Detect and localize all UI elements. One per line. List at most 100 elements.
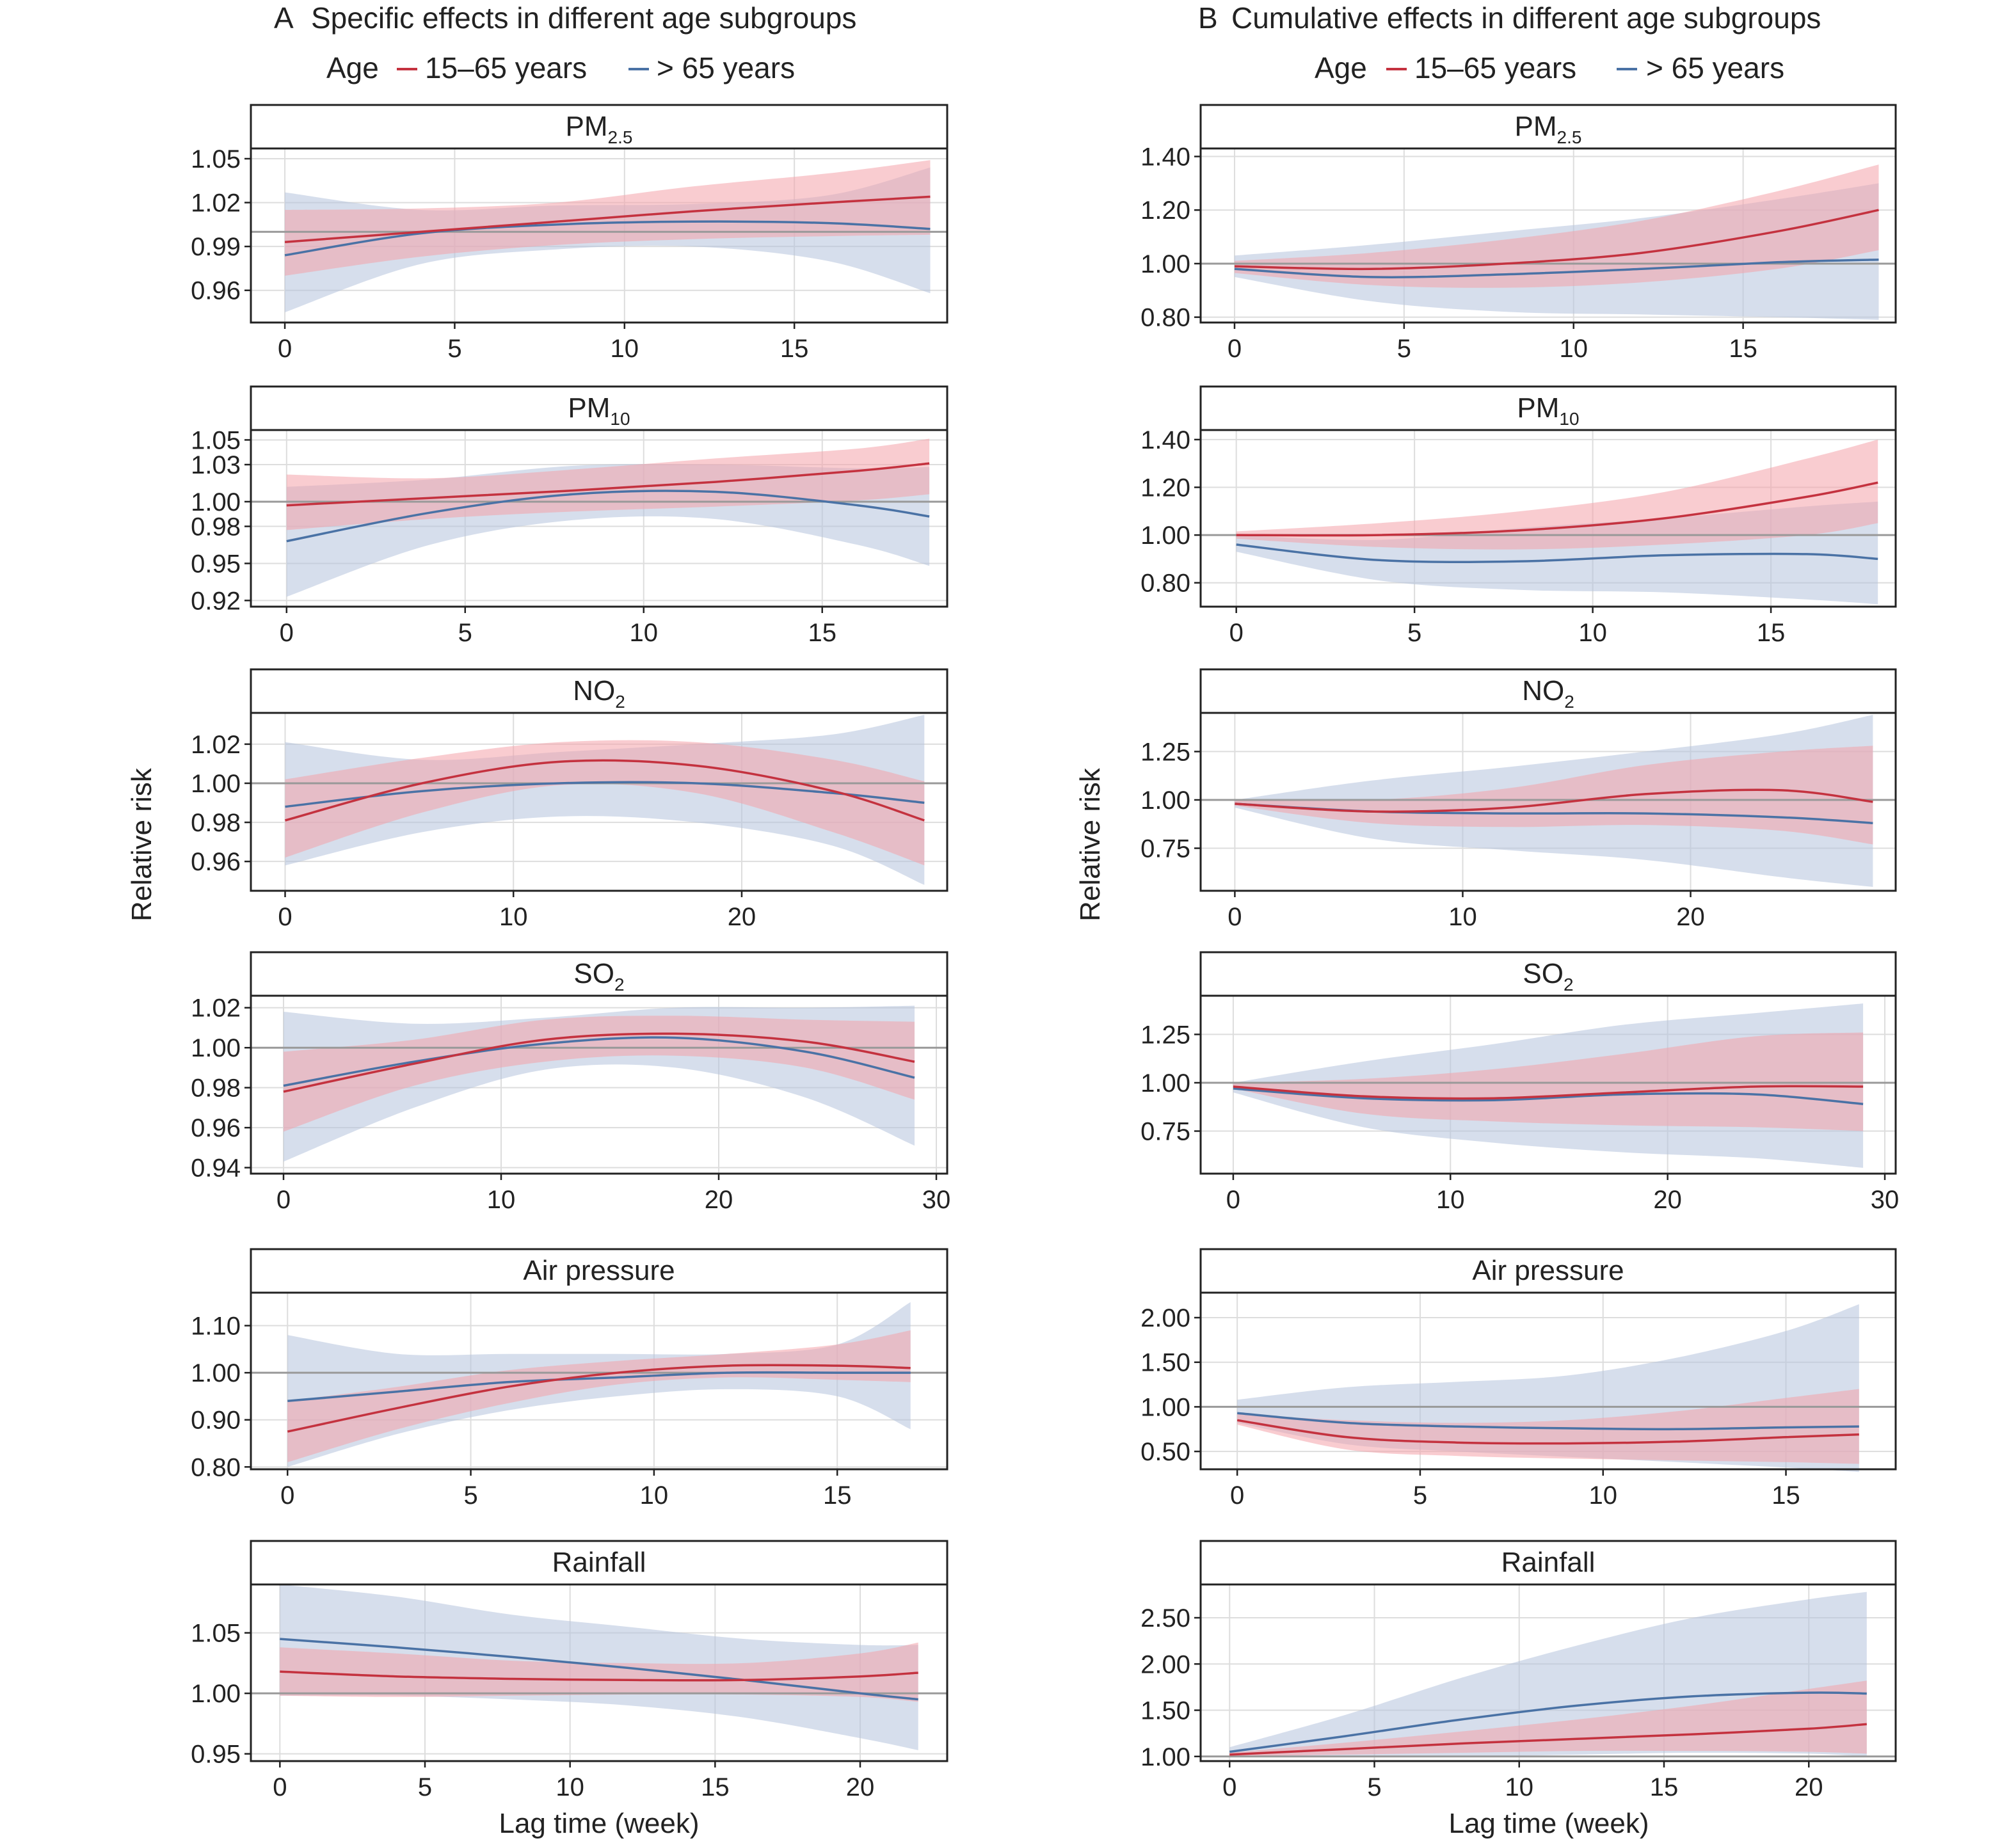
- chart-panel: Air pressure 0.80 0.90 1.00 1.10 0 5 10 15: [191, 1248, 948, 1510]
- x-tick-label: 0: [280, 1481, 294, 1510]
- panel-title: Air pressure: [1472, 1255, 1624, 1286]
- y-tick-label: 0.96: [191, 277, 241, 305]
- series-line-15-65: [286, 462, 930, 507]
- y-tick-label: 1.50: [1140, 1349, 1190, 1377]
- y-axis-title-a: Relative risk: [126, 767, 157, 922]
- x-tick-label: 20: [1676, 903, 1705, 931]
- series-line-over-65: [286, 490, 930, 543]
- x-tick-label: 10: [487, 1186, 516, 1214]
- x-tick-label: 10: [1505, 1773, 1534, 1801]
- panel-label-b: B: [1198, 1, 1218, 35]
- ci-band-15-65: [285, 740, 925, 866]
- x-tick-label: 5: [458, 619, 472, 647]
- plot-frame: [1199, 1583, 1897, 1762]
- series-line-15-65: [283, 1032, 915, 1093]
- ci-band-15-65: [1235, 164, 1879, 288]
- chart-panel: PM2.5 0.96 0.99 1.02 1.05 0 5 10 15: [191, 104, 948, 363]
- x-tick-label: 0: [1222, 1773, 1236, 1801]
- x-tick-label: 10: [499, 903, 528, 931]
- x-tick-label: 10: [1559, 335, 1588, 363]
- legend-label-young: 15–65 years: [1414, 51, 1576, 84]
- series-line-15-65: [1235, 788, 1873, 813]
- x-tick-label: 15: [1757, 619, 1786, 647]
- x-tick-label: 5: [1397, 335, 1411, 363]
- y-tick-label: 1.10: [191, 1312, 241, 1341]
- ci-band-15-65: [287, 1330, 911, 1462]
- x-tick-label: 10: [1436, 1186, 1465, 1214]
- y-tick-label: 1.50: [1140, 1697, 1190, 1725]
- y-tick-label: 1.00: [1140, 1069, 1190, 1097]
- y-tick-label: 1.02: [191, 731, 241, 759]
- y-tick-label: 0.95: [191, 1741, 241, 1769]
- x-tick-label: 15: [701, 1773, 730, 1801]
- chart-panel: Air pressure 0.50 1.00 1.50 2.00 0 5 10 15: [1140, 1248, 1897, 1510]
- y-tick-label: 0.92: [191, 587, 241, 615]
- y-tick-label: 1.00: [191, 1680, 241, 1708]
- panel-strip: [1199, 1248, 1897, 1294]
- panel-title: Rainfall: [1501, 1547, 1596, 1578]
- x-tick-label: 5: [1407, 619, 1421, 647]
- series-line-15-65: [287, 1364, 911, 1433]
- x-tick-label: 0: [1228, 903, 1242, 931]
- y-tick-label: 0.98: [191, 1074, 241, 1103]
- legend-title: Age: [1315, 51, 1367, 84]
- ci-band-15-65: [1233, 1032, 1864, 1131]
- chart-panel: Rainfall 0.95 1.00 1.05 0 5 10 15 20: [191, 1540, 948, 1801]
- y-tick-label: 1.00: [1140, 522, 1190, 550]
- y-tick-label: 0.80: [191, 1453, 241, 1481]
- panel-strip: [1199, 1540, 1897, 1586]
- plot-frame: [250, 1291, 948, 1471]
- x-tick-label: 0: [280, 619, 294, 647]
- x-tick-label: 15: [1772, 1481, 1800, 1510]
- figure-header: A Specific effects in different age subg…: [274, 1, 1821, 84]
- series-line-15-65: [1236, 481, 1878, 537]
- panel-title: Rainfall: [552, 1547, 646, 1578]
- panel-strip: [250, 1540, 948, 1586]
- x-tick-label: 30: [1871, 1186, 1900, 1214]
- x-tick-label: 0: [1226, 1186, 1240, 1214]
- legend-label-old: > 65 years: [1646, 51, 1784, 84]
- chart-panel: PM2.50.801.001.201.400 5 10 15: [1140, 104, 1897, 363]
- series-line-over-65: [285, 781, 925, 808]
- panel-strip: [1199, 951, 1897, 997]
- series-line-over-65: [1229, 1691, 1867, 1753]
- y-tick-label: 0.90: [191, 1407, 241, 1435]
- ci-band-15-65: [280, 1642, 918, 1702]
- x-tick-label: 0: [276, 1186, 291, 1214]
- plot-frame: [1199, 1291, 1897, 1471]
- panel-label-a: A: [274, 1, 294, 35]
- x-tick-label: 5: [1367, 1773, 1381, 1801]
- y-tick-label: 0.75: [1140, 835, 1190, 863]
- panel-strip: [250, 385, 948, 431]
- y-tick-label: 1.05: [191, 426, 241, 454]
- x-tick-label: 0: [273, 1773, 287, 1801]
- plot-frame: [1199, 994, 1897, 1175]
- y-tick-label: 0.98: [191, 513, 241, 541]
- y-tick-label: 1.00: [191, 1034, 241, 1062]
- series-line-over-65: [284, 220, 931, 257]
- y-tick-label: 0.95: [191, 550, 241, 578]
- panel-title-a: Specific effects in different age subgro…: [311, 1, 856, 35]
- panel-strip: [250, 1248, 948, 1294]
- y-tick-label: 1.40: [1140, 426, 1190, 454]
- panel-strip: [250, 668, 948, 714]
- series-line-over-65: [1236, 543, 1878, 564]
- y-tick-label: 0.94: [191, 1154, 241, 1183]
- legend-title: Age: [326, 51, 379, 84]
- series-line-over-65: [287, 1371, 911, 1403]
- plot-frame: [250, 1583, 948, 1762]
- panel-title-b: Cumulative effects in different age subg…: [1231, 1, 1821, 35]
- legend-a: Age 15–65 years > 65 years: [326, 51, 795, 84]
- series-line-15-65: [1229, 1723, 1867, 1756]
- plot-frame: [250, 147, 948, 324]
- x-tick-label: 10: [1448, 903, 1477, 931]
- y-tick-label: 1.00: [1140, 1393, 1190, 1421]
- ci-band-15-65: [286, 438, 930, 531]
- x-axis-title-b: Lag time (week): [1448, 1808, 1649, 1839]
